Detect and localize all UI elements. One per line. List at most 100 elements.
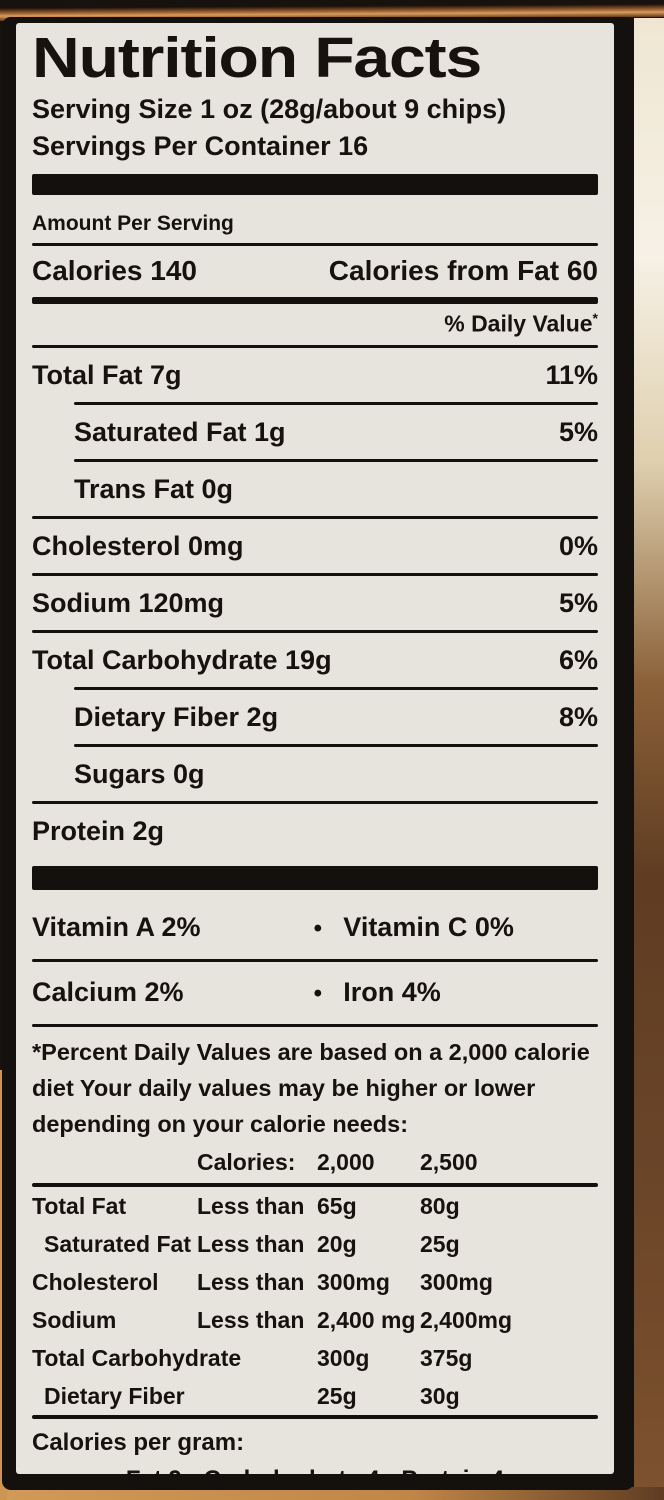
nutrition-label: Nutrition Facts Serving Size 1 oz (28g/a… [16,23,614,1474]
rule-indented [74,743,598,747]
dv-qualifier: Less than [197,1306,305,1333]
dv-name: Total Fat [32,1192,127,1219]
nutrition-label-frame: Nutrition Facts Serving Size 1 oz (28g/a… [2,17,634,1490]
calories-per-gram-values: Fat 9 • Carbohydrate 4 • Protein 4 [32,1461,598,1474]
footnote-line: depending on your calorie needs: [32,1110,409,1137]
calcium: Calcium 2% [32,976,184,1007]
dv-row-total-carbohydrate: Total Carbohydrate 300g 375g [32,1339,598,1377]
dv-2500: 80g [420,1192,460,1219]
calories-row: Calories 140 Calories from Fat 60 [32,246,598,297]
calories-per-gram-title: Calories per gram: [32,1428,245,1456]
nutrient-name: Cholesterol 0mg [32,530,244,561]
nutrient-row-trans-fat: Trans Fat 0g [32,462,598,516]
nutrient-row-dietary-fiber: Dietary Fiber 2g 8% [32,690,598,744]
rule [32,572,598,576]
nutrient-name: Total Fat 7g [32,359,182,390]
nutrient-name: Protein 2g [32,815,165,846]
package-bottom-edge [0,1487,664,1500]
dv-2500: 375g [420,1344,473,1371]
dv-name: Cholesterol [32,1268,159,1295]
dv-2500: 2,400mg [420,1306,513,1333]
nutrient-row-cholesterol: Cholesterol 0mg 0% [32,519,598,573]
nutrient-row-sugars: Sugars 0g [32,747,598,801]
dv-header-2000: 2,000 [317,1148,375,1175]
dv-row-sodium: Sodium Less than 2,400 mg 2,400mg [32,1301,598,1339]
dv-2500: 30g [420,1382,460,1409]
dv-2000: 300g [317,1344,370,1371]
dv-row-saturated-fat: Saturated Fat Less than 20g 25g [32,1225,598,1263]
dv-2000: 25g [317,1382,357,1409]
serving-size: Serving Size 1 oz (28g/about 9 chips) [32,94,507,124]
dv-qualifier: Less than [197,1268,305,1295]
nutrient-row-protein: Protein 2g [32,804,598,858]
thick-separator-middle [32,865,598,890]
rule-indented [74,458,598,462]
nutrient-dv: 11% [545,359,598,390]
package-right-edge [634,18,664,1500]
amount-per-serving: Amount Per Serving [32,212,234,235]
dv-2000: 2,400 mg [317,1306,416,1333]
nutrient-name: Sodium 120mg [32,587,225,618]
iron: Iron 4% [343,976,441,1007]
dv-header-calories: Calories: [197,1148,296,1175]
rule-medium [32,1182,598,1187]
daily-value-header: % Daily Value* [32,304,598,345]
rule [32,344,598,348]
daily-value-table: Calories: 2,000 2,500 Total Fat Less tha… [32,1142,598,1415]
thick-separator-top [32,174,598,195]
rule [32,958,598,962]
dv-row-total-fat: Total Fat Less than 65g 80g [32,1187,598,1225]
dv-qualifier: Less than [197,1192,305,1219]
rule [32,243,598,246]
dv-header-spacer [32,1147,197,1177]
dv-qualifier [197,1339,317,1377]
dv-qualifier [197,1377,317,1415]
daily-value-footnote: *Percent Daily Values are based on a 2,0… [32,1027,598,1142]
vitamin-c: Vitamin C 0% [343,911,514,942]
dv-header-2500: 2,500 [420,1148,478,1175]
footnote-line: *Percent Daily Values are based on a 2,0… [32,1038,590,1065]
bullet-separator: • [313,979,323,1007]
dv-name: Sodium [32,1306,117,1333]
rule-indented [74,401,598,405]
dv-2500: 25g [420,1230,460,1257]
vitamin-row-2: Calcium 2% • Iron 4% [32,962,598,1024]
nutrient-name: Total Carbohydrate 19g [32,644,332,675]
nutrient-row-total-carbohydrate: Total Carbohydrate 19g 6% [32,633,598,687]
dv-2000: 20g [317,1230,357,1257]
nutrient-name: Saturated Fat 1g [74,416,286,447]
calories-value: Calories 140 [32,255,197,286]
nutrient-dv: 5% [558,416,598,447]
nutrient-row-saturated-fat: Saturated Fat 1g 5% [32,405,598,459]
dv-name: Saturated Fat [44,1230,191,1257]
bullet-separator: • [313,914,323,942]
dv-2000: 300mg [317,1268,390,1295]
dv-row-cholesterol: Cholesterol Less than 300mg 300mg [32,1263,598,1301]
nutrient-dv: 0% [558,530,598,561]
servings-per-container: Servings Per Container 16 [32,131,369,161]
rule [32,1023,598,1027]
nutrient-row-total-fat: Total Fat 7g 11% [32,348,598,402]
dv-name: Total Carbohydrate [32,1344,242,1371]
nutrient-name: Trans Fat 0g [74,473,234,504]
dv-2500: 300mg [420,1268,493,1295]
rule-indented [74,686,598,690]
dv-table-header: Calories: 2,000 2,500 [32,1142,598,1183]
rule [32,515,598,519]
rule [32,629,598,633]
nutrient-name: Dietary Fiber 2g [74,701,279,732]
nutrient-dv: 5% [558,587,598,618]
calories-from-fat: Calories from Fat 60 [328,255,598,286]
nutrient-dv: 6% [558,644,598,675]
daily-value-text: % Daily Value [444,310,593,337]
nutrient-dv: 8% [558,701,598,732]
dv-2000: 65g [317,1192,357,1219]
vitamin-row-1: Vitamin A 2% • Vitamin C 0% [32,897,598,959]
rule-medium [32,1414,598,1419]
label-title: Nutrition Facts [32,26,482,90]
dv-name: Dietary Fiber [44,1382,185,1409]
footnote-line: diet Your daily values may be higher or … [32,1074,536,1101]
dv-qualifier: Less than [197,1230,305,1257]
vitamin-a: Vitamin A 2% [32,911,201,942]
